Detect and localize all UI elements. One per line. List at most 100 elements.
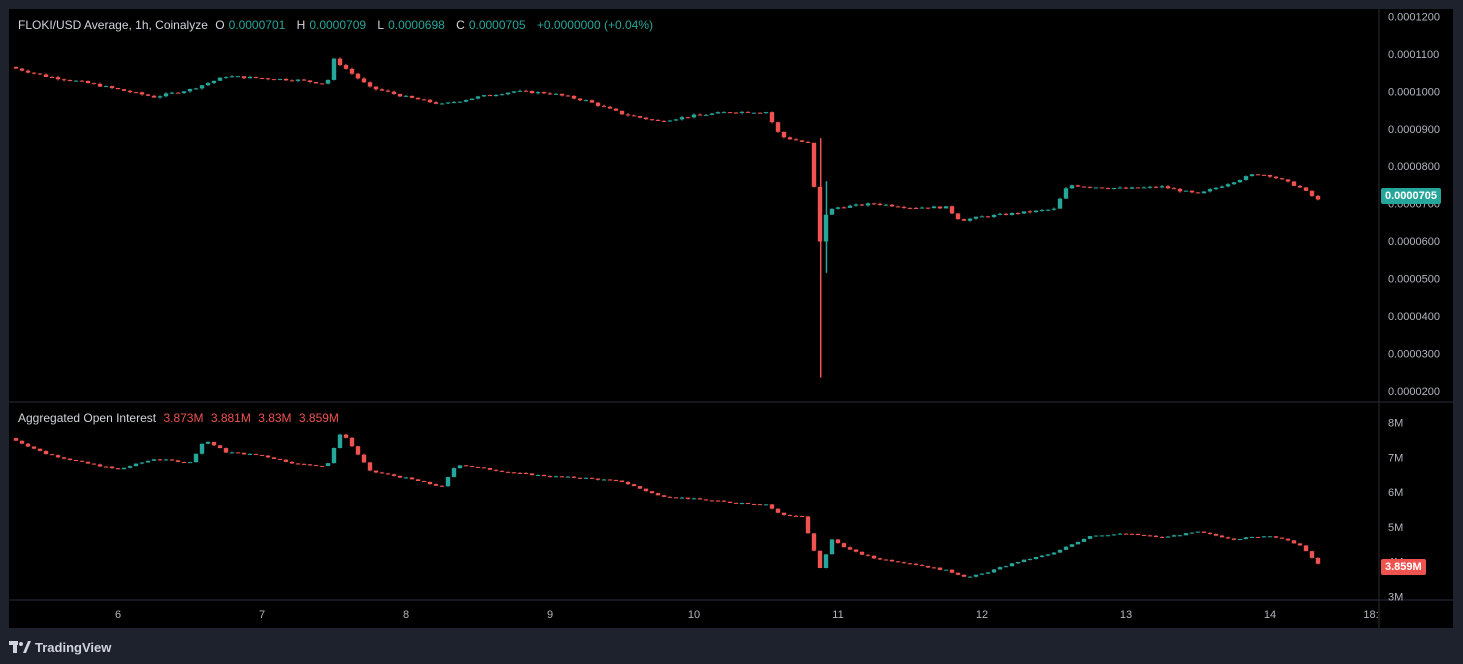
price-candle — [1273, 176, 1279, 179]
price-candle — [355, 73, 361, 79]
price-candle — [217, 77, 223, 81]
close-value: 0.0000705 — [468, 18, 526, 32]
price-candle — [1225, 184, 1231, 187]
oi-candle — [187, 462, 193, 464]
oi-close-value: 3.859M — [298, 411, 339, 425]
oi-candle — [49, 454, 55, 456]
price-candle — [97, 83, 103, 87]
oi-candle — [151, 459, 157, 461]
oi-axis-tick: 6M — [1388, 487, 1403, 499]
price-candle — [439, 103, 445, 105]
oi-candle — [1189, 532, 1195, 534]
price-candle — [175, 92, 181, 94]
oi-candle — [181, 461, 187, 463]
low-value: 0.0000698 — [388, 18, 445, 32]
price-candle — [67, 80, 73, 82]
price-candle — [301, 79, 307, 81]
oi-candle — [757, 504, 763, 506]
price-candle — [913, 207, 919, 209]
time-axis-tick: 10 — [688, 609, 700, 621]
price-axis-tick: 0.0001000 — [1388, 86, 1440, 98]
oi-candle — [721, 500, 727, 502]
price-candle — [223, 77, 229, 79]
oi-candle — [121, 467, 127, 470]
oi-candle — [607, 479, 613, 481]
price-candle — [115, 87, 121, 90]
oi-candle — [601, 479, 607, 481]
price-candle — [277, 78, 283, 80]
oi-candle — [115, 468, 121, 470]
price-candle — [145, 94, 151, 96]
price-candle — [901, 207, 907, 209]
price-legend: FLOKI/USD Average, 1h, Coinalyze O 0.0000… — [18, 18, 657, 32]
oi-candle — [349, 437, 355, 447]
price-candle — [1039, 210, 1045, 212]
price-candle — [955, 213, 961, 220]
tradingview-logo-icon[interactable] — [9, 640, 31, 654]
oi-candle — [715, 500, 721, 502]
price-candle — [937, 206, 943, 209]
oi-candle — [1051, 552, 1057, 555]
oi-candle — [769, 504, 775, 509]
time-axis-tick: 13 — [1120, 609, 1132, 621]
price-candle — [703, 114, 709, 116]
oi-candle — [1111, 534, 1117, 536]
price-candle — [919, 207, 925, 209]
oi-candle — [1081, 538, 1087, 542]
oi-candle — [583, 477, 589, 479]
oi-candle — [967, 576, 973, 578]
brand-label[interactable]: TradingView — [35, 639, 112, 655]
price-candle — [1027, 211, 1033, 213]
oi-candle — [361, 454, 367, 463]
price-candle — [55, 77, 61, 80]
price-candle — [37, 73, 43, 75]
oi-low-value: 3.83M — [258, 411, 292, 425]
oi-candle — [727, 501, 733, 503]
oi-candle — [1183, 533, 1189, 536]
oi-candle — [481, 467, 487, 469]
price-candle — [295, 79, 301, 81]
oi-candle — [241, 452, 247, 455]
price-candle — [259, 77, 265, 79]
change-value: +0.0000000 (+0.04%) — [536, 18, 653, 32]
oi-candle — [1303, 545, 1309, 552]
price-candle — [1015, 212, 1021, 214]
oi-candle — [1213, 533, 1219, 536]
oi-title[interactable]: Aggregated Open Interest — [18, 411, 157, 425]
price-candle — [517, 90, 523, 92]
oi-candle — [817, 550, 823, 568]
price-candle — [379, 89, 385, 91]
oi-candle — [523, 472, 529, 474]
oi-candle — [685, 497, 691, 499]
oi-candle — [205, 441, 211, 444]
time-axis-tick: 11 — [832, 609, 843, 621]
oi-candle — [787, 515, 793, 517]
oi-candle — [73, 460, 79, 462]
time-axis-tick: 14 — [1264, 609, 1276, 621]
price-candle — [985, 216, 991, 218]
oi-last-tag: 3.859M — [1381, 559, 1426, 575]
oi-candle — [943, 569, 949, 571]
oi-candle — [799, 516, 805, 518]
oi-candle — [841, 543, 847, 548]
oi-candle — [445, 476, 451, 487]
oi-candle — [289, 461, 295, 464]
price-candle — [721, 112, 727, 114]
price-candle — [109, 86, 115, 88]
symbol-label[interactable]: FLOKI/USD Average, 1h, Coinalyze — [18, 18, 208, 32]
oi-candle — [1297, 543, 1303, 546]
chart-svg[interactable]: 0.0001200 0.0001100 0.0001000 0.0000900 0.00… — [9, 9, 1453, 628]
oi-candle — [1039, 555, 1045, 557]
oi-candle — [733, 502, 739, 504]
oi-candle — [751, 503, 757, 505]
oi-candle — [1309, 551, 1315, 558]
price-candle — [313, 81, 319, 84]
price-candle — [799, 140, 805, 142]
oi-candle — [79, 460, 85, 462]
price-candle — [1045, 209, 1051, 211]
footer: TradingView — [9, 636, 111, 658]
chart-area[interactable]: 0.0001200 0.0001100 0.0001000 0.0000900 0.00… — [9, 9, 1453, 628]
oi-candle — [415, 479, 421, 482]
price-candle — [169, 92, 175, 94]
price-candle — [535, 92, 541, 94]
